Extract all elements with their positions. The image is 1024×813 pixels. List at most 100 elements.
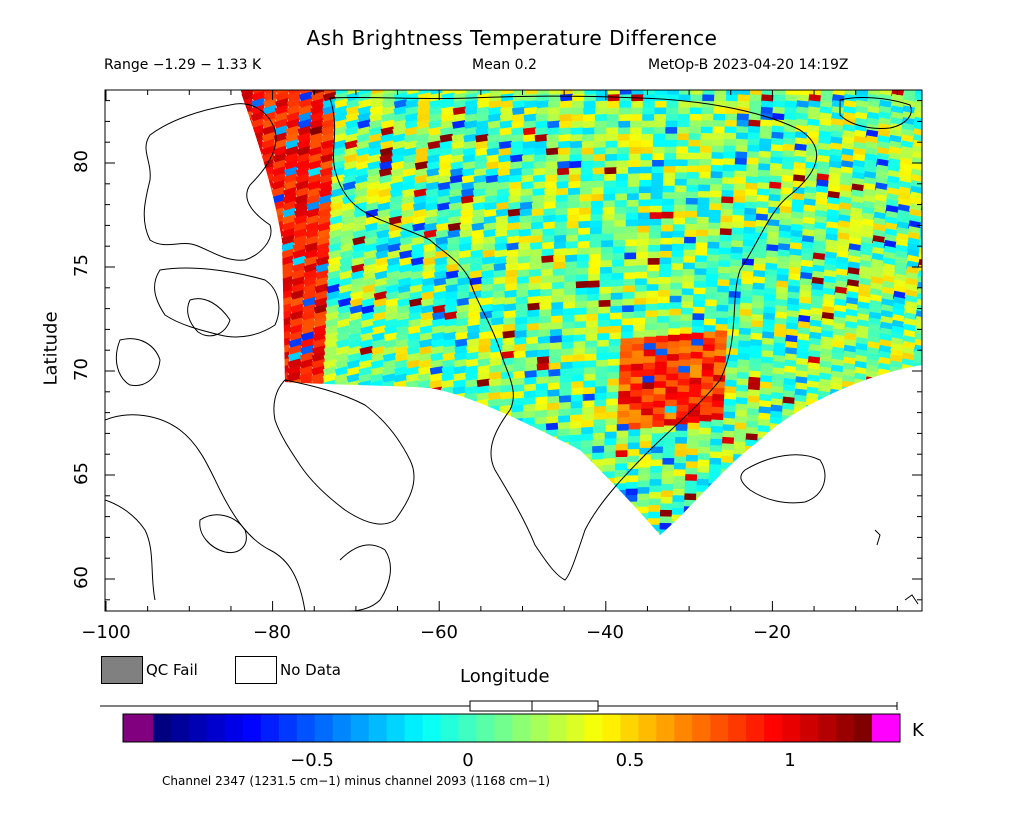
swath-pixel: [379, 428, 395, 439]
swath-pixel: [281, 509, 297, 521]
swath-pixel: [706, 521, 720, 531]
swath-pixel: [652, 140, 666, 149]
swath-pixel: [927, 303, 941, 314]
swath-pixel: [859, 488, 874, 499]
swath-pixel: [839, 416, 854, 427]
swath-pixel: [461, 453, 476, 464]
swath-pixel: [930, 252, 944, 263]
swath-pixel: [743, 470, 758, 480]
swath-pixel: [405, 386, 420, 398]
swath-pixel: [471, 507, 486, 518]
swath-pixel: [533, 160, 548, 171]
swath-pixel: [592, 167, 606, 176]
swath-pixel: [872, 461, 887, 472]
swath-pixel: [413, 461, 429, 473]
colorbar-tick: 1: [784, 750, 796, 771]
swath-pixel: [493, 547, 507, 556]
swath-pixel: [591, 465, 605, 475]
swath-pixel: [305, 502, 320, 514]
swath-pixel: [541, 530, 555, 535]
swath-pixel: [722, 164, 736, 174]
swath-pixel: [547, 107, 562, 117]
swath-pixel: [321, 400, 337, 412]
swath-pixel: [450, 447, 465, 458]
swath-pixel: [422, 551, 436, 561]
colorbar-segment: [476, 714, 496, 742]
swath-pixel: [930, 246, 944, 257]
swath-pixel: [377, 489, 392, 501]
swath-pixel: [531, 490, 545, 500]
swath-pixel: [653, 120, 667, 129]
swath-pixel: [524, 90, 539, 96]
swath-pixel: [411, 537, 425, 547]
swath-pixel: [895, 467, 910, 478]
swath-pixel: [508, 458, 523, 468]
swath-pixel: [240, 274, 247, 287]
swath-pixel: [604, 173, 618, 183]
swath-pixel: [612, 536, 625, 544]
swath-pixel: [304, 523, 320, 535]
swath-pixel: [675, 165, 689, 175]
swath-pixel: [316, 510, 332, 521]
swath-pixel: [686, 191, 700, 200]
swath-pixel: [483, 486, 498, 497]
swath-pixel: [662, 192, 676, 201]
swath-pixel: [695, 510, 709, 520]
swath-pixel: [650, 186, 664, 195]
swath-pixel: [410, 558, 424, 568]
swath-pixel: [520, 457, 535, 467]
swath-pixel: [805, 404, 820, 415]
swath-pixel: [357, 393, 372, 405]
swath-pixel: [423, 523, 438, 534]
swath-pixel: [927, 308, 941, 319]
swath-pixel: [246, 213, 262, 226]
swath-pixel: [415, 420, 430, 432]
swath-pixel: [936, 139, 950, 150]
swath-pixel: [462, 433, 477, 444]
swath-pixel: [928, 297, 942, 308]
colorbar-segment: [422, 714, 442, 742]
swath-pixel: [329, 489, 345, 501]
swath-pixel: [505, 546, 519, 555]
swath-pixel: [921, 410, 922, 421]
swath-pixel: [753, 518, 767, 528]
swath-pixel: [268, 550, 283, 561]
swath-pixel: [534, 133, 549, 144]
swath-pixel: [544, 449, 559, 459]
swath-pixel: [577, 506, 592, 516]
swath-pixel: [517, 552, 531, 561]
swath-pixel: [815, 427, 830, 437]
colorbar-segment: [440, 714, 460, 742]
swath-pixel: [926, 99, 940, 109]
swath-pixel: [595, 107, 609, 116]
swath-pixel: [332, 427, 347, 439]
swath-pixel: [249, 425, 264, 438]
swath-pixel: [617, 147, 631, 156]
swath-pixel: [470, 521, 485, 531]
swath-pixel: [837, 458, 852, 469]
swath-pixel: [565, 507, 580, 517]
swath-pixel: [581, 140, 596, 150]
swath-pixel: [309, 400, 325, 412]
range-slider[interactable]: [469, 700, 599, 712]
swath-pixel: [613, 509, 627, 518]
swath-pixel: [925, 348, 939, 359]
swath-pixel: [458, 521, 473, 532]
swath-pixel: [583, 100, 597, 110]
swath-pixel: [556, 167, 571, 177]
swath-pixel: [918, 466, 922, 478]
swath-pixel: [558, 120, 573, 130]
swath-pixel: [694, 530, 708, 535]
swath-pixel: [895, 461, 911, 472]
swath-pixel: [583, 107, 597, 116]
colorbar-under: [123, 714, 153, 742]
swath-pixel: [884, 458, 899, 470]
swath-pixel: [624, 514, 638, 523]
swath-pixel: [240, 288, 247, 300]
swath-pixel: [534, 147, 548, 157]
swath-pixel: [259, 460, 275, 472]
swath-pixel: [850, 443, 865, 454]
swath-pixel: [570, 134, 584, 143]
swath-pixel: [520, 464, 535, 474]
swath-pixel: [707, 489, 722, 499]
